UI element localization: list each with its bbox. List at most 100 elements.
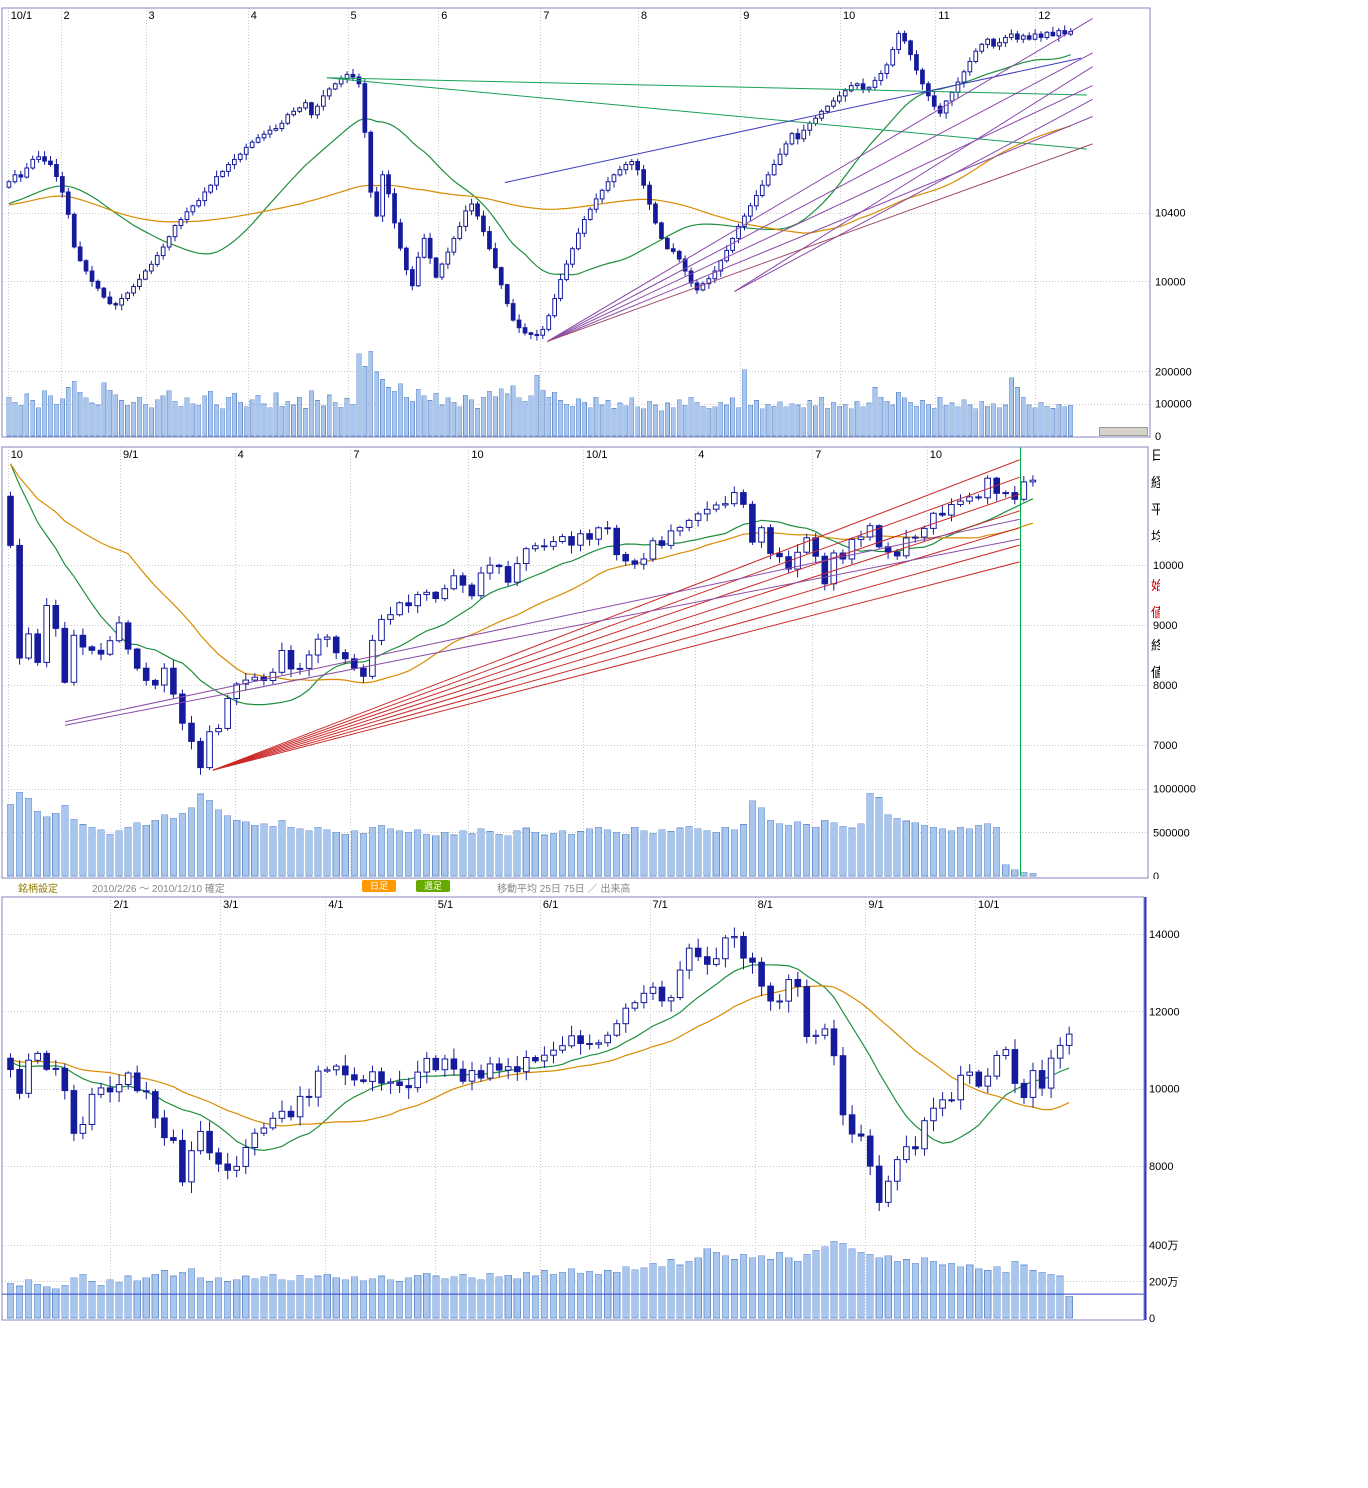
x-axis-label: 10 [843, 10, 855, 22]
side-char: 均 [1151, 529, 1160, 544]
trend-line[interactable] [547, 52, 1093, 342]
axis-labels: 2/1 3/1 4/1 5/1 6/1 7/1 8/1 9/1 10/1 14000 12000 10… [114, 899, 1180, 1325]
weekly-chart-canvas[interactable]: 10 9/1 4 7 10 10/1 4 7 10 10000 9000 8000 7000 100000… [0, 443, 1368, 879]
trend-line[interactable] [212, 544, 1020, 771]
monthly-chart-panel: 2/1 3/1 4/1 5/1 6/1 7/1 8/1 9/1 10/1 14000 12000 10… [0, 895, 1368, 1325]
x-axis-label: 9 [743, 10, 749, 22]
trend-line[interactable] [504, 57, 1082, 184]
trend-line[interactable] [212, 476, 1020, 771]
toolbar-info: 銘柄設定 [18, 884, 58, 895]
trend-line[interactable] [64, 538, 1020, 726]
price-axis-label: 10000 [1153, 560, 1184, 572]
axis-labels: 10/1 2 3 4 5 6 7 8 9 10 11 12 10400 10000 200000 100000… [11, 10, 1192, 443]
price-axis-label: 7000 [1153, 740, 1177, 752]
x-axis-label: 5 [351, 10, 357, 22]
price-axis-label: 10000 [1155, 276, 1186, 288]
daily-chart-canvas[interactable]: 10/1 2 3 4 5 6 7 8 9 10 11 12 10400 10000 200000 100000… [0, 0, 1368, 443]
side-char: 値 [1151, 605, 1160, 620]
toolbar-note: 移動平均 25日 75日 ／ 出来高 [497, 884, 631, 895]
x-axis-label: 10 [930, 449, 942, 461]
candles-layer [7, 475, 1037, 775]
volume-bars [6, 351, 1074, 437]
volume-axis-label: 0 [1153, 871, 1159, 879]
candles-layer [6, 25, 1074, 341]
x-axis-label: 12 [1038, 10, 1050, 22]
x-axis-label: 8 [641, 10, 647, 22]
plot-frame [1, 896, 1145, 1321]
chart-toolbar: 銘柄設定 2010/2/26 ～ 2010/12/10 確定 日足 週足 移動平… [0, 879, 1368, 895]
trend-line[interactable] [547, 143, 1093, 342]
axis-labels: 10 9/1 4 7 10 10/1 4 7 10 10000 9000 8000 7000 100000… [11, 449, 1196, 879]
x-axis-label: 4 [238, 449, 244, 461]
price-axis-label: 10400 [1155, 208, 1186, 220]
price-axis-label: 9000 [1153, 620, 1177, 632]
weekly-chart-panel: 10 9/1 4 7 10 10/1 4 7 10 10000 9000 8000 7000 100000… [0, 443, 1368, 879]
ma-fast-line [9, 463, 1034, 706]
x-axis-label: 8/1 [758, 899, 773, 911]
trend-line[interactable] [734, 98, 1093, 293]
x-axis-label: 4/1 [328, 899, 343, 911]
grid-layer [2, 897, 1144, 1320]
trend-line[interactable] [212, 493, 1020, 771]
x-axis-label: 7 [815, 449, 821, 461]
toolbar-date-range: 2010/2/26 ～ 2010/12/10 確定 [92, 884, 225, 895]
plot-frame [1, 446, 1149, 879]
toolbar-chip-0[interactable]: 日足 [362, 880, 397, 892]
price-axis-label: 14000 [1149, 929, 1180, 941]
side-char: 日 [1151, 448, 1160, 463]
x-axis-label: 6 [441, 10, 447, 22]
x-axis-label: 9/1 [123, 449, 138, 461]
volume-axis-label: 1000000 [1153, 784, 1196, 796]
trend-line[interactable] [734, 66, 1093, 293]
side-char: 値 [1151, 665, 1160, 680]
volume-axis-label: 100000 [1155, 399, 1192, 411]
trend-line[interactable] [212, 527, 1020, 771]
x-axis-label: 2 [64, 10, 70, 22]
ma-fast-line [8, 54, 1071, 276]
h-scrollbar[interactable] [1099, 427, 1148, 436]
monthly-chart-canvas[interactable]: 2/1 3/1 4/1 5/1 6/1 7/1 8/1 9/1 10/1 14000 12000 10… [0, 895, 1368, 1325]
volume-axis-label: 0 [1149, 1313, 1155, 1325]
ma-fast-line [10, 964, 1070, 1152]
x-axis-label: 6/1 [543, 899, 558, 911]
trend-line[interactable] [326, 77, 1087, 96]
volume-axis-label: 500000 [1153, 827, 1190, 839]
volume-axis-label: 200万 [1149, 1277, 1178, 1289]
x-axis-label: 7/1 [653, 899, 668, 911]
trend-line[interactable] [64, 518, 1020, 723]
trend-line[interactable] [547, 18, 1093, 342]
daily-chart-panel: 10/1 2 3 4 5 6 7 8 9 10 11 12 10400 10000 200000 100000… [0, 0, 1368, 443]
volume-bars [7, 1240, 1073, 1319]
x-axis-label: 10/1 [586, 449, 607, 461]
x-axis-label: 10/1 [978, 899, 999, 911]
x-axis-label: 10 [11, 449, 23, 461]
trend-line[interactable] [547, 116, 1093, 342]
ma-slow-line [9, 463, 1034, 684]
trend-line[interactable] [326, 77, 1087, 150]
trend-line[interactable] [212, 510, 1020, 771]
x-axis-label: 7 [353, 449, 359, 461]
side-char: 経 [1151, 475, 1160, 490]
x-axis-label: 4 [698, 449, 704, 461]
trend-line[interactable] [212, 561, 1020, 771]
volume-axis-label: 200000 [1155, 366, 1192, 378]
volume-axis-label: 400万 [1149, 1240, 1178, 1252]
price-axis-label: 10000 [1149, 1084, 1180, 1096]
price-axis-label: 8000 [1153, 680, 1177, 692]
candles-layer [7, 927, 1073, 1211]
x-axis-label: 10 [471, 449, 483, 461]
x-axis-label: 5/1 [438, 899, 453, 911]
trend-line[interactable] [547, 85, 1093, 342]
trend-line[interactable] [212, 459, 1020, 771]
x-axis-label: 4 [251, 10, 257, 22]
x-axis-label: 10/1 [11, 10, 32, 22]
volume-axis-label: 0 [1155, 431, 1161, 443]
side-char: 始 [1151, 578, 1160, 593]
side-char: 平 [1151, 502, 1160, 517]
x-axis-label: 11 [938, 10, 949, 22]
side-vertical-label: 日経平均始値終値 [1151, 443, 1160, 879]
price-axis-label: 12000 [1149, 1006, 1180, 1018]
volume-bars [7, 791, 1037, 877]
toolbar-chip-1[interactable]: 週足 [416, 880, 451, 892]
